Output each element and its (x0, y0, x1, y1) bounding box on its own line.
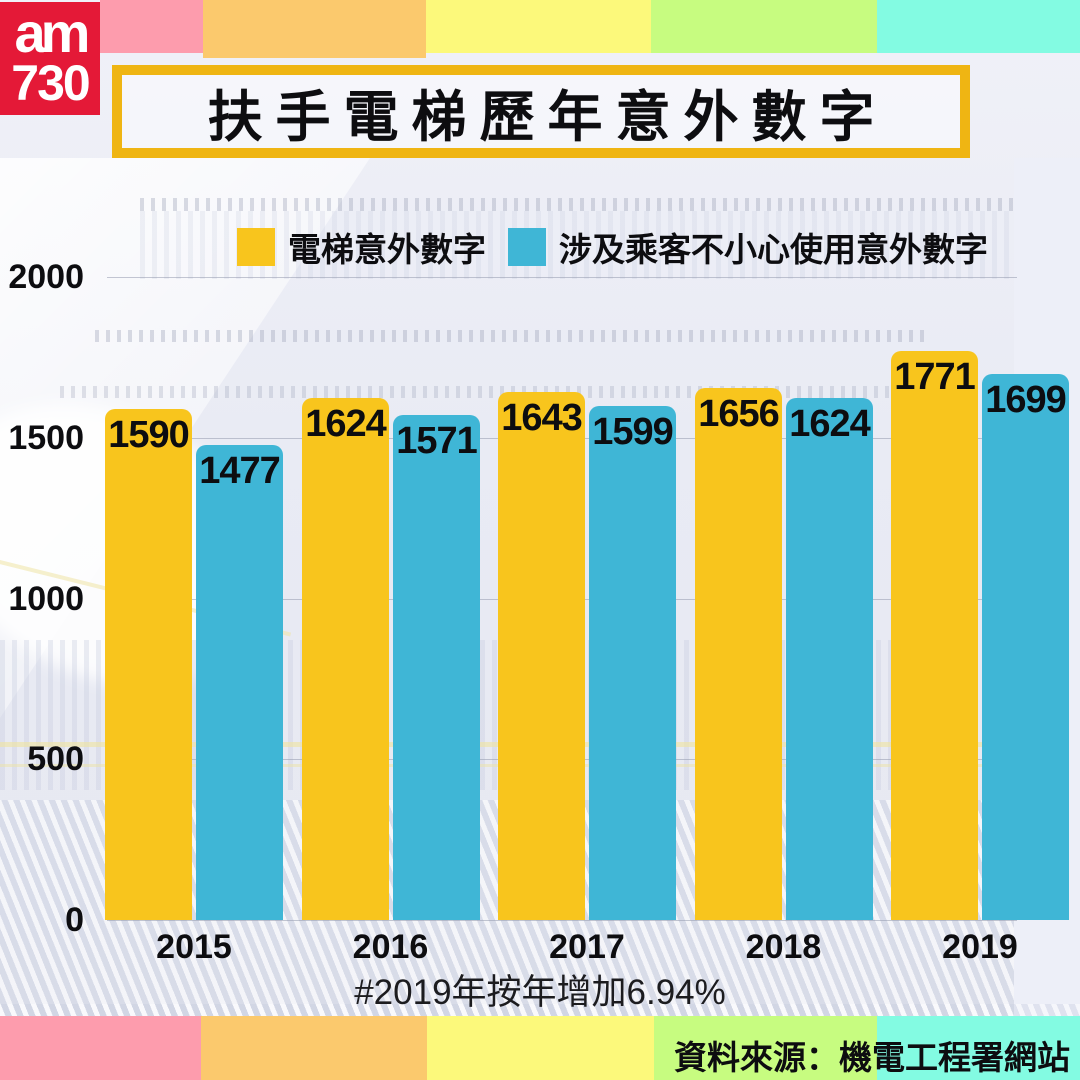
gridline-2000 (107, 277, 1017, 278)
background-step-comb (140, 198, 1020, 211)
am730-logo: am 730 (0, 2, 100, 115)
bar-value-2016-a: 1624 (305, 403, 387, 445)
background-step-comb (95, 330, 930, 342)
bar-yellow-2017: 1643 (498, 392, 585, 920)
bar-value-2017-b: 1599 (592, 411, 674, 453)
gridline-0 (107, 920, 1017, 921)
page-title: 扶手電梯歷年意外數字 (207, 85, 888, 148)
y-tick-label-1500: 1500 (8, 419, 84, 457)
bar-yellow-2015: 1590 (105, 409, 192, 920)
bottom-stripe-2 (201, 1016, 427, 1080)
legend-item-1: 電梯意外數字 (237, 223, 486, 271)
bar-value-2018-a: 1656 (698, 393, 780, 435)
bar-yellow-2019: 1771 (891, 351, 978, 920)
footnote: #2019年按年增加6.94% (354, 973, 726, 1012)
y-tick-label-0: 0 (65, 901, 84, 939)
y-tick-label-1000: 1000 (8, 580, 84, 618)
bottom-stripe-1 (0, 1016, 201, 1080)
bar-blue-2015: 1477 (196, 445, 283, 920)
legend-item-2: 涉及乘客不小心使用意外數字 (508, 223, 988, 271)
title-box: 扶手電梯歷年意外數字 (112, 65, 970, 158)
bottom-stripe-3 (427, 1016, 654, 1080)
top-stripe-3 (426, 0, 651, 53)
x-tick-label-2015: 2015 (156, 928, 232, 966)
bar-yellow-2016: 1624 (302, 398, 389, 920)
bar-blue-2017: 1599 (589, 406, 676, 920)
bar-blue-2016: 1571 (393, 415, 480, 920)
bottom-stripe-5 (877, 1016, 1080, 1080)
chart-legend: 電梯意外數字 涉及乘客不小心使用意外數字 (237, 227, 988, 268)
logo-text-730: 730 (11, 55, 90, 111)
source-credit: 資料來源：機電工程署網站 (674, 1039, 1070, 1076)
bar-value-2016-b: 1571 (396, 420, 478, 462)
top-stripe-4 (651, 0, 877, 53)
bottom-stripe-4 (654, 1016, 877, 1080)
x-tick-label-2016: 2016 (352, 928, 429, 966)
bar-yellow-2018: 1656 (695, 388, 782, 920)
bar-value-2015-b: 1477 (199, 450, 281, 492)
bar-value-2019-a: 1771 (894, 356, 976, 398)
bar-value-2017-a: 1643 (501, 397, 583, 439)
legend-swatch-1 (237, 228, 275, 266)
bar-value-2019-b: 1699 (985, 379, 1067, 421)
x-tick-label-2017: 2017 (549, 928, 625, 966)
top-stripe-5 (877, 0, 1080, 53)
bar-blue-2019: 1699 (982, 374, 1069, 920)
legend-label-2: 涉及乘客不小心使用意外數字 (559, 231, 988, 268)
x-tick-label-2018: 2018 (745, 928, 822, 966)
top-stripe-2 (203, 0, 426, 58)
x-tick-label-2019: 2019 (942, 928, 1018, 966)
bar-blue-2018: 1624 (786, 398, 873, 920)
bar-value-2015-a: 1590 (108, 414, 190, 456)
top-stripe-1 (100, 0, 203, 53)
logo-text-am: am (14, 1, 91, 64)
y-tick-label-500: 500 (27, 740, 84, 778)
legend-swatch-2 (508, 228, 546, 266)
background-step-ridges (140, 211, 1020, 279)
background-diagonal-steps (0, 1004, 1080, 1016)
legend-label-1: 電梯意外數字 (288, 231, 486, 268)
y-tick-label-2000: 2000 (8, 258, 84, 296)
bar-value-2018-b: 1624 (789, 403, 871, 445)
